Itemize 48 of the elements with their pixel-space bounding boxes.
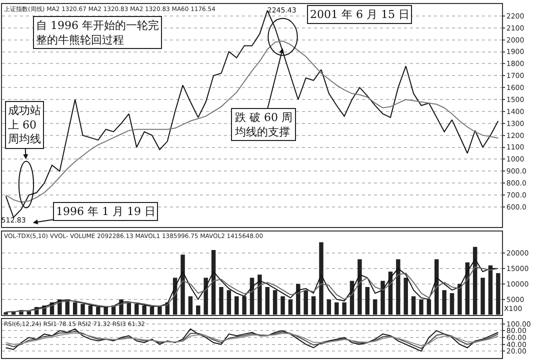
- bar: [226, 290, 232, 315]
- bar: [280, 296, 285, 315]
- bar: [242, 296, 246, 315]
- bar: [411, 296, 416, 315]
- bar: [258, 274, 262, 315]
- bar: [442, 290, 446, 315]
- annotation: 成功站上 60 周均线: [8, 104, 41, 146]
- bar: [150, 307, 154, 315]
- bar: [326, 299, 332, 315]
- bar: [104, 307, 108, 315]
- bar: [372, 299, 378, 315]
- bar: [134, 304, 139, 315]
- annotation: 2001 年 6 月 15 日: [310, 8, 410, 21]
- bar: [272, 290, 278, 315]
- bar: [319, 242, 324, 315]
- bar: [142, 306, 146, 315]
- bar: [342, 302, 346, 315]
- bar: [296, 284, 300, 315]
- annotation: 自 1996 年开始的一轮完整的牛熊轮回过程: [36, 19, 159, 46]
- bar: [96, 307, 100, 315]
- bar: [311, 296, 316, 315]
- bar: [72, 302, 78, 315]
- bar: [180, 254, 185, 315]
- bar: [419, 299, 424, 315]
- bar: [358, 259, 362, 315]
- annotation: 1996 年 1 月 19 日: [56, 205, 156, 218]
- bar: [88, 306, 93, 315]
- bar: [365, 287, 370, 315]
- bar: [334, 302, 339, 315]
- bar: [496, 273, 500, 315]
- bar: [204, 278, 208, 315]
- bar: [450, 293, 454, 315]
- bar: [265, 287, 270, 315]
- bar: [80, 304, 85, 315]
- bar: [488, 265, 493, 315]
- bar: [304, 290, 308, 315]
- bar: [380, 280, 385, 315]
- bar: [196, 306, 200, 315]
- bar: [219, 287, 224, 315]
- bar: [404, 278, 408, 315]
- bar: [188, 296, 193, 315]
- annotation: 跌 破 60 周均线的支撑: [234, 111, 292, 138]
- bar: [396, 259, 400, 315]
- bar: [426, 299, 432, 315]
- bar: [458, 284, 462, 315]
- bar: [480, 278, 485, 315]
- bar: [234, 296, 239, 315]
- bar: [288, 299, 293, 315]
